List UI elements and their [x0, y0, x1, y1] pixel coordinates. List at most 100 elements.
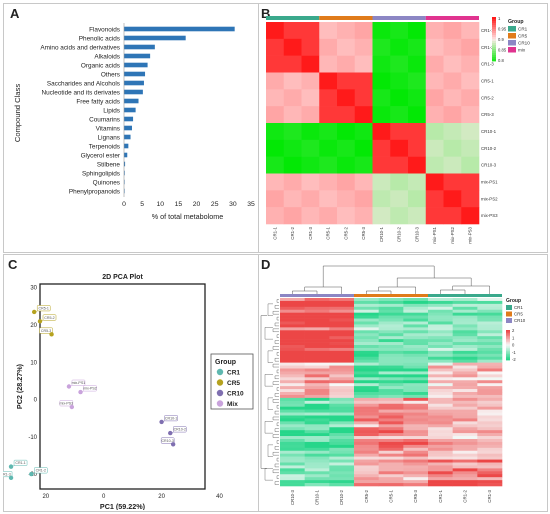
- d-cell-63-3: [354, 483, 379, 487]
- d-cell-60-4: [378, 474, 404, 478]
- d-cell-12-4: [378, 333, 404, 337]
- hm-cell-4-8: [408, 89, 427, 107]
- col-label-1: CR1-2: [290, 226, 295, 239]
- d-cell-13-5: [403, 336, 429, 340]
- hm-cell-1-11: [461, 38, 480, 56]
- d-cell-54-7: [452, 456, 478, 460]
- scale-tick-1: 0.95: [498, 27, 507, 32]
- hm-cell-2-7: [390, 55, 409, 73]
- row-dendro-5: [272, 328, 279, 332]
- d-cell-42-0: [280, 421, 305, 425]
- d-cell-56-0: [280, 462, 305, 466]
- hm-cell-9-2: [301, 173, 320, 191]
- hm-cell-8-0: [266, 156, 285, 174]
- d-cell-38-6: [428, 409, 453, 413]
- d-scale-seg-4: [506, 336, 510, 338]
- d-cell-9-1: [304, 324, 330, 328]
- d-cell-14-3: [354, 339, 379, 343]
- d-cell-63-7: [452, 483, 478, 487]
- hm-cell-2-0: [266, 55, 285, 73]
- d-cell-32-7: [452, 392, 478, 396]
- group-swatch-1: [508, 33, 516, 39]
- d-cell-45-2: [329, 430, 355, 434]
- d-cell-53-0: [280, 453, 305, 457]
- d-cell-29-8: [477, 383, 503, 387]
- d-cell-30-1: [304, 386, 330, 390]
- d-cell-8-0: [280, 321, 305, 325]
- d-cell-58-8: [477, 468, 503, 472]
- d-cell-3-6: [428, 306, 453, 311]
- d-cell-36-3: [354, 403, 379, 407]
- row-dendro-10: [274, 358, 279, 362]
- d-cell-21-1: [304, 359, 330, 363]
- d-cell-23-1: [304, 365, 330, 369]
- group-legend-title: Group: [508, 19, 524, 25]
- hm-cell-5-9: [425, 106, 444, 124]
- d-cell-0-4: [378, 298, 404, 302]
- d-cell-9-7: [452, 324, 478, 328]
- d-cell-31-2: [329, 389, 355, 393]
- hm-cell-10-7: [390, 190, 409, 208]
- hm-cell-4-7: [390, 89, 409, 107]
- hm-cell-10-3: [319, 190, 338, 208]
- pca-x-tick-2: 20: [158, 494, 165, 500]
- pca-point-1-0: [32, 309, 37, 315]
- row-dendro-3: [276, 316, 279, 321]
- d-cell-35-4: [378, 400, 404, 405]
- row-dendro-8: [272, 346, 279, 350]
- d-cell-44-4: [378, 427, 404, 431]
- d-cell-35-1: [304, 400, 330, 405]
- hm-cell-6-1: [283, 123, 302, 141]
- row-dendro-30: [276, 475, 279, 479]
- hm-cell-0-5: [354, 22, 373, 40]
- d-cell-52-2: [329, 450, 355, 454]
- d-cell-18-4: [378, 350, 404, 355]
- d-scale-tick-3: -1: [512, 350, 516, 355]
- d-cell-17-8: [477, 347, 503, 352]
- d-cell-56-1: [304, 462, 330, 466]
- d-cell-6-3: [354, 315, 379, 319]
- d-cell-23-3: [354, 365, 379, 369]
- d-cell-27-6: [428, 377, 453, 381]
- row-label-9: mix-PS1: [481, 180, 498, 185]
- hm-cell-9-0: [266, 173, 285, 191]
- d-cell-60-7: [452, 474, 478, 478]
- d-cell-8-7: [452, 321, 478, 325]
- d-cell-45-3: [354, 430, 379, 434]
- d-cell-2-4: [378, 303, 404, 308]
- hm-cell-1-4: [337, 38, 356, 56]
- d-cell-16-5: [403, 345, 429, 349]
- d-cell-25-7: [452, 371, 478, 375]
- d-cell-31-0: [280, 389, 305, 393]
- d-cell-8-3: [354, 321, 379, 325]
- bar-12: [124, 134, 131, 140]
- d-cell-50-6: [428, 444, 453, 449]
- d-cell-15-3: [354, 342, 379, 346]
- d-cell-13-0: [280, 336, 305, 340]
- d-cell-0-6: [428, 298, 453, 302]
- y-axis-title: Compound Class: [13, 84, 22, 142]
- bar-label-18: Phenylpropanoids: [69, 188, 120, 195]
- d-cell-5-7: [452, 312, 478, 316]
- d-cell-51-2: [329, 447, 355, 452]
- hm-cell-7-7: [390, 139, 409, 157]
- d-cell-46-5: [403, 433, 429, 437]
- hm-cell-10-10: [443, 190, 462, 208]
- bar-11: [124, 125, 132, 131]
- d-cell-40-6: [428, 415, 453, 419]
- d-cell-18-1: [304, 350, 330, 355]
- d-cell-16-8: [477, 345, 503, 349]
- group-swatch-3: [508, 47, 516, 53]
- d-cell-59-2: [329, 471, 355, 475]
- d-cell-51-1: [304, 447, 330, 452]
- scale-seg-11: [492, 39, 496, 42]
- hm-cell-11-5: [354, 207, 373, 225]
- bar-2: [124, 44, 155, 50]
- d-cell-4-4: [378, 309, 404, 313]
- d-cell-7-7: [452, 318, 478, 322]
- hm-cell-5-0: [266, 106, 285, 124]
- d-cell-10-1: [304, 327, 330, 331]
- d-cell-39-7: [452, 412, 478, 416]
- hm-cell-7-10: [443, 139, 462, 157]
- d-cell-51-5: [403, 447, 429, 452]
